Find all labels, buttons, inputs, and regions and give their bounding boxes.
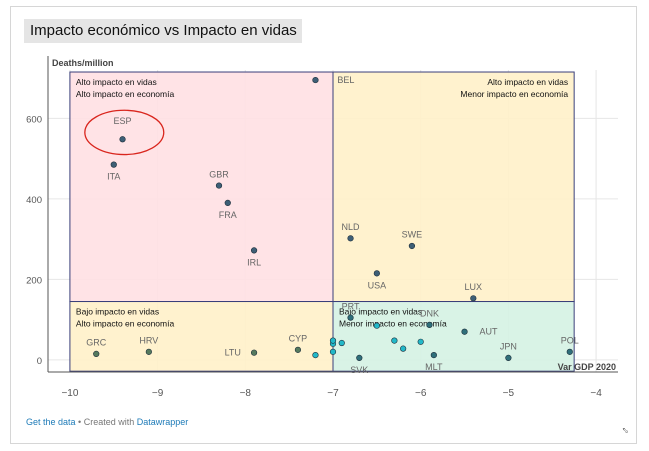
quadrant-4 bbox=[332, 301, 575, 372]
x-tick-label: −8 bbox=[240, 388, 252, 399]
quadrant-label: Menor impacto en economía bbox=[460, 89, 568, 99]
data-point bbox=[356, 354, 363, 362]
point-label: POL bbox=[561, 336, 579, 346]
quadrant-label: Bajo impacto en vidas bbox=[76, 307, 159, 317]
datawrapper-link[interactable]: Datawrapper bbox=[136, 417, 189, 427]
quadrant-label: Menor impacto en economía bbox=[339, 319, 447, 329]
chart-footer: Get the data • Created with Datawrapper bbox=[26, 417, 188, 427]
x-tick-label: −5 bbox=[503, 388, 515, 399]
point-label: SWE bbox=[402, 230, 423, 240]
data-point bbox=[312, 76, 319, 84]
data-point bbox=[566, 348, 573, 355]
quadrant-label: Alto impacto en economía bbox=[76, 89, 175, 99]
data-point bbox=[373, 322, 380, 329]
point-label: HRV bbox=[139, 336, 158, 346]
data-point bbox=[93, 350, 100, 357]
data-point bbox=[294, 346, 302, 353]
x-tick-label: −10 bbox=[61, 388, 78, 399]
data-point bbox=[417, 338, 424, 345]
y-tick-label: 200 bbox=[26, 275, 42, 286]
x-tick-label: −4 bbox=[590, 388, 602, 399]
point-label: PRT bbox=[342, 301, 360, 311]
data-point bbox=[373, 270, 380, 277]
point-label: NLD bbox=[342, 222, 361, 232]
data-point bbox=[470, 295, 477, 302]
x-axis-title: Var GDP 2020 bbox=[558, 362, 616, 372]
data-point bbox=[391, 337, 398, 344]
y-tick-label: 0 bbox=[37, 356, 42, 367]
data-point bbox=[461, 328, 468, 335]
y-axis-title: Deaths/million bbox=[52, 58, 114, 68]
chart-title: Impacto económico vs Impacto en vidas bbox=[24, 19, 302, 43]
data-point bbox=[430, 351, 437, 359]
data-point bbox=[408, 242, 416, 250]
x-tick-label: −6 bbox=[415, 388, 427, 399]
data-point bbox=[347, 235, 354, 242]
quadrant-label: Alto impacto en economía bbox=[76, 319, 175, 329]
point-label: USA bbox=[368, 280, 387, 290]
point-label: GRC bbox=[86, 338, 107, 348]
highlight-ellipse bbox=[84, 109, 165, 156]
point-label: ITA bbox=[107, 172, 120, 182]
data-point bbox=[215, 182, 223, 189]
data-point bbox=[426, 321, 433, 328]
data-point bbox=[338, 339, 345, 347]
y-tick-label: 400 bbox=[26, 195, 42, 206]
data-point bbox=[505, 354, 512, 362]
point-label: SVK bbox=[350, 365, 368, 375]
point-label: DNK bbox=[420, 309, 439, 319]
point-label: IRL bbox=[247, 257, 261, 267]
y-tick-label: 600 bbox=[26, 114, 42, 125]
point-label: BEL bbox=[337, 75, 354, 85]
point-label: GBR bbox=[209, 169, 229, 179]
data-point bbox=[224, 199, 231, 206]
point-label: AUT bbox=[479, 327, 498, 337]
data-point bbox=[250, 349, 258, 356]
point-label: MLT bbox=[425, 362, 443, 372]
point-label: ESP bbox=[114, 116, 132, 126]
quadrant-label: Alto impacto en vidas bbox=[76, 77, 157, 87]
data-point bbox=[347, 314, 354, 321]
quadrant-label: Bajo impacto en vidas bbox=[339, 307, 422, 317]
point-label: CYP bbox=[289, 334, 308, 344]
data-point bbox=[250, 247, 258, 254]
x-tick-label: −7 bbox=[327, 388, 339, 399]
data-point bbox=[119, 136, 126, 143]
data-point bbox=[329, 337, 337, 344]
data-point bbox=[400, 345, 407, 352]
data-point bbox=[145, 348, 152, 355]
footer-separator: • Created with bbox=[75, 417, 137, 427]
data-point bbox=[329, 348, 337, 355]
get-the-data-link[interactable]: Get the data bbox=[26, 417, 76, 427]
point-label: JPN bbox=[500, 342, 517, 352]
data-point bbox=[110, 161, 117, 168]
point-label: LUX bbox=[465, 282, 483, 292]
point-label: FRA bbox=[219, 210, 237, 220]
quadrant-label: Alto impacto en vidas bbox=[487, 77, 568, 87]
point-label: LTU bbox=[225, 348, 241, 358]
data-point bbox=[312, 351, 319, 359]
quadrant-2 bbox=[332, 71, 575, 303]
quadrant-3 bbox=[69, 301, 334, 372]
quadrant-1 bbox=[69, 71, 334, 303]
x-tick-label: −9 bbox=[152, 388, 164, 399]
